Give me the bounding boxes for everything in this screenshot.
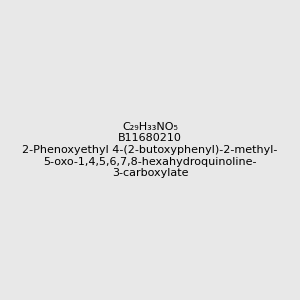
Text: C₂₉H₃₃NO₅
B11680210
2-Phenoxyethyl 4-(2-butoxyphenyl)-2-methyl-
5-oxo-1,4,5,6,7,: C₂₉H₃₃NO₅ B11680210 2-Phenoxyethyl 4-(2-… [22,122,278,178]
